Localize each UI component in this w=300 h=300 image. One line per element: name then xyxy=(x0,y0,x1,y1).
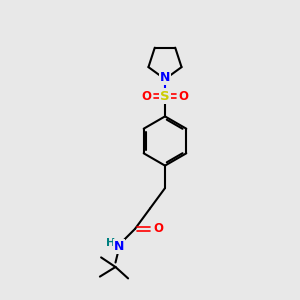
Text: O: O xyxy=(142,89,152,103)
Text: H: H xyxy=(106,238,116,248)
Text: S: S xyxy=(160,89,170,103)
Text: N: N xyxy=(160,71,170,84)
Text: N: N xyxy=(114,240,124,253)
Text: O: O xyxy=(153,222,163,236)
Text: O: O xyxy=(178,89,188,103)
